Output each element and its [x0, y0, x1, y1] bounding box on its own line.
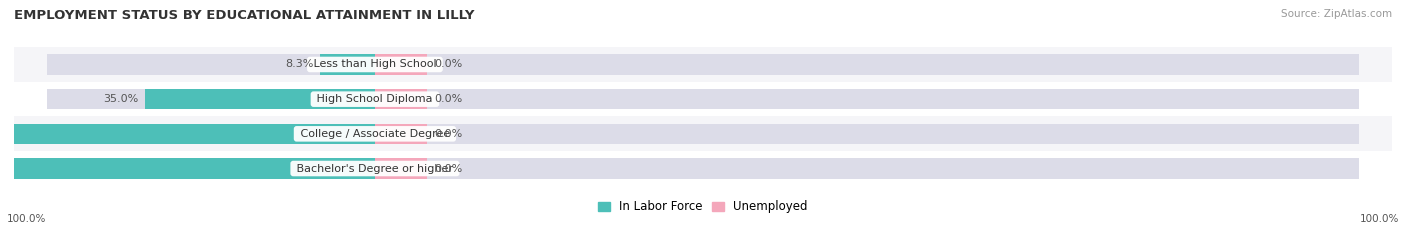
Text: Less than High School: Less than High School — [309, 59, 440, 69]
Text: Bachelor's Degree or higher: Bachelor's Degree or higher — [294, 164, 457, 174]
Text: 0.0%: 0.0% — [434, 129, 463, 139]
Bar — [14, 151, 1392, 186]
Bar — [375, 124, 427, 144]
Legend: In Labor Force, Unemployed: In Labor Force, Unemployed — [593, 195, 813, 218]
Bar — [375, 89, 427, 109]
Bar — [321, 55, 375, 75]
Text: College / Associate Degree: College / Associate Degree — [297, 129, 453, 139]
Text: 0.0%: 0.0% — [434, 59, 463, 69]
Bar — [14, 116, 1392, 151]
Bar — [14, 47, 1392, 82]
Text: 35.0%: 35.0% — [104, 94, 139, 104]
Bar — [46, 89, 1360, 109]
Text: EMPLOYMENT STATUS BY EDUCATIONAL ATTAINMENT IN LILLY: EMPLOYMENT STATUS BY EDUCATIONAL ATTAINM… — [14, 9, 475, 22]
Bar — [46, 55, 1360, 75]
Text: High School Diploma: High School Diploma — [314, 94, 436, 104]
Text: 8.3%: 8.3% — [285, 59, 314, 69]
Bar — [145, 89, 375, 109]
Bar — [0, 124, 375, 144]
Bar — [14, 82, 1392, 116]
Text: 100.0%: 100.0% — [1360, 214, 1399, 224]
Text: Source: ZipAtlas.com: Source: ZipAtlas.com — [1281, 9, 1392, 19]
Text: 0.0%: 0.0% — [434, 94, 463, 104]
Bar — [0, 158, 375, 178]
Bar — [46, 158, 1360, 178]
Text: 100.0%: 100.0% — [7, 214, 46, 224]
Bar — [375, 158, 427, 178]
Bar — [375, 55, 427, 75]
Text: 0.0%: 0.0% — [434, 164, 463, 174]
Bar — [46, 124, 1360, 144]
